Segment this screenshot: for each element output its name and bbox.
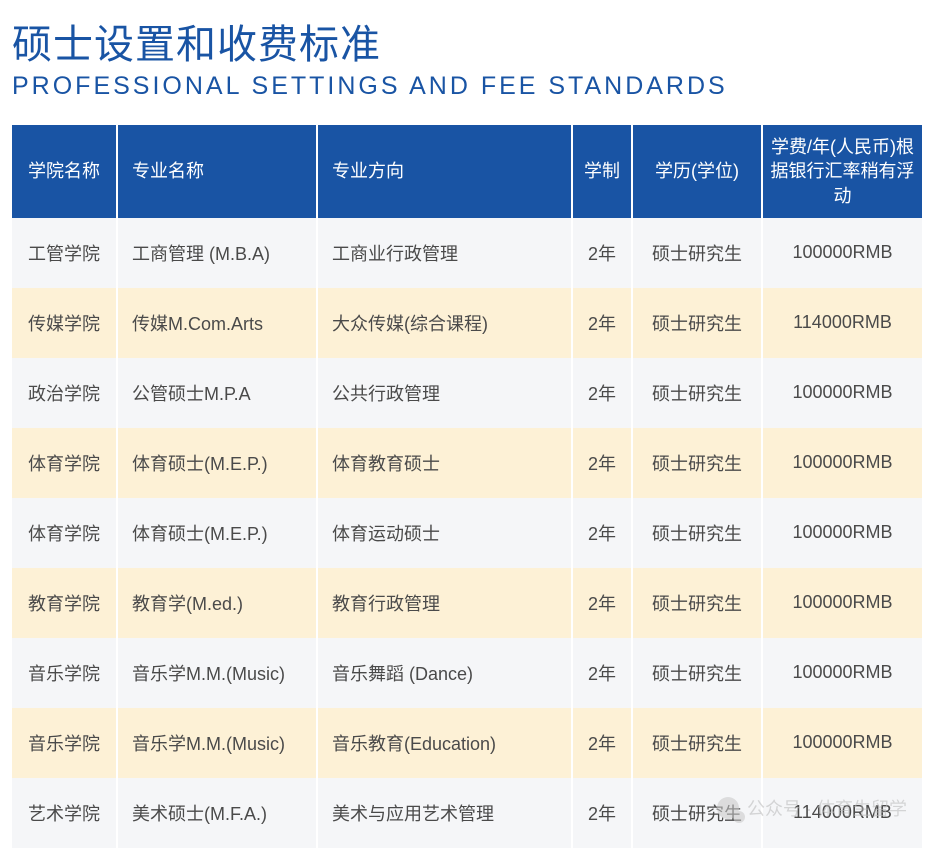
- table-cell: 工商业行政管理: [317, 218, 572, 288]
- watermark: 公众号 · 体育生留学: [717, 795, 907, 821]
- table-cell: 硕士研究生: [632, 288, 762, 358]
- table-cell: 体育教育硕士: [317, 428, 572, 498]
- table-cell: 音乐学院: [12, 638, 117, 708]
- table-cell: 工管学院: [12, 218, 117, 288]
- table-cell: 硕士研究生: [632, 498, 762, 568]
- table-cell: 硕士研究生: [632, 358, 762, 428]
- table-cell: 体育运动硕士: [317, 498, 572, 568]
- table-cell: 2年: [572, 638, 632, 708]
- page-title-cn: 硕士设置和收费标准: [12, 12, 925, 70]
- table-cell: 体育学院: [12, 498, 117, 568]
- table-cell: 教育学(M.ed.): [117, 568, 317, 638]
- table-cell: 100000RMB: [762, 708, 922, 778]
- table-cell: 硕士研究生: [632, 428, 762, 498]
- table-cell: 硕士研究生: [632, 638, 762, 708]
- table-cell: 2年: [572, 288, 632, 358]
- col-header-fee: 学费/年(人民币)根据银行汇率稍有浮动: [762, 125, 922, 218]
- table-cell: 体育硕士(M.E.P.): [117, 428, 317, 498]
- page-title-en: PROFESSIONAL SETTINGS AND FEE STANDARDS: [12, 72, 925, 101]
- table-cell: 教育学院: [12, 568, 117, 638]
- watermark-text: 公众号 · 体育生留学: [747, 795, 907, 821]
- table-cell: 政治学院: [12, 358, 117, 428]
- fee-table: 学院名称 专业名称 专业方向 学制 学历(学位) 学费/年(人民币)根据银行汇率…: [12, 125, 922, 848]
- table-row: 音乐学院音乐学M.M.(Music)音乐舞蹈 (Dance)2年硕士研究生100…: [12, 638, 922, 708]
- table-cell: 硕士研究生: [632, 568, 762, 638]
- table-cell: 硕士研究生: [632, 218, 762, 288]
- col-header-degree: 学历(学位): [632, 125, 762, 218]
- table-row: 传媒学院传媒M.Com.Arts大众传媒(综合课程)2年硕士研究生114000R…: [12, 288, 922, 358]
- col-header-major: 专业名称: [117, 125, 317, 218]
- table-row: 体育学院体育硕士(M.E.P.)体育教育硕士2年硕士研究生100000RMB: [12, 428, 922, 498]
- table-cell: 教育行政管理: [317, 568, 572, 638]
- table-cell: 音乐学院: [12, 708, 117, 778]
- table-cell: 114000RMB: [762, 288, 922, 358]
- table-cell: 2年: [572, 498, 632, 568]
- col-header-direction: 专业方向: [317, 125, 572, 218]
- table-cell: 大众传媒(综合课程): [317, 288, 572, 358]
- table-cell: 100000RMB: [762, 638, 922, 708]
- table-cell: 传媒学院: [12, 288, 117, 358]
- table-row: 教育学院教育学(M.ed.)教育行政管理2年硕士研究生100000RMB: [12, 568, 922, 638]
- wechat-icon: [717, 797, 739, 819]
- table-cell: 2年: [572, 428, 632, 498]
- col-header-school: 学院名称: [12, 125, 117, 218]
- table-cell: 公管硕士M.P.A: [117, 358, 317, 428]
- table-cell: 100000RMB: [762, 218, 922, 288]
- table-row: 体育学院体育硕士(M.E.P.)体育运动硕士2年硕士研究生100000RMB: [12, 498, 922, 568]
- table-body: 工管学院工商管理 (M.B.A)工商业行政管理2年硕士研究生100000RMB传…: [12, 218, 922, 848]
- table-cell: 音乐教育(Education): [317, 708, 572, 778]
- table-cell: 2年: [572, 778, 632, 848]
- table-cell: 传媒M.Com.Arts: [117, 288, 317, 358]
- table-cell: 艺术学院: [12, 778, 117, 848]
- table-cell: 硕士研究生: [632, 708, 762, 778]
- table-row: 音乐学院音乐学M.M.(Music)音乐教育(Education)2年硕士研究生…: [12, 708, 922, 778]
- table-cell: 2年: [572, 358, 632, 428]
- table-cell: 100000RMB: [762, 498, 922, 568]
- table-cell: 体育硕士(M.E.P.): [117, 498, 317, 568]
- table-cell: 美术与应用艺术管理: [317, 778, 572, 848]
- table-cell: 工商管理 (M.B.A): [117, 218, 317, 288]
- table-row: 政治学院公管硕士M.P.A公共行政管理2年硕士研究生100000RMB: [12, 358, 922, 428]
- table-cell: 2年: [572, 708, 632, 778]
- table-cell: 100000RMB: [762, 568, 922, 638]
- table-cell: 100000RMB: [762, 428, 922, 498]
- table-cell: 2年: [572, 218, 632, 288]
- table-cell: 100000RMB: [762, 358, 922, 428]
- table-cell: 体育学院: [12, 428, 117, 498]
- table-cell: 音乐学M.M.(Music): [117, 638, 317, 708]
- table-cell: 美术硕士(M.F.A.): [117, 778, 317, 848]
- table-row: 工管学院工商管理 (M.B.A)工商业行政管理2年硕士研究生100000RMB: [12, 218, 922, 288]
- table-header-row: 学院名称 专业名称 专业方向 学制 学历(学位) 学费/年(人民币)根据银行汇率…: [12, 125, 922, 218]
- col-header-duration: 学制: [572, 125, 632, 218]
- table-cell: 音乐舞蹈 (Dance): [317, 638, 572, 708]
- table-cell: 2年: [572, 568, 632, 638]
- table-cell: 公共行政管理: [317, 358, 572, 428]
- table-cell: 音乐学M.M.(Music): [117, 708, 317, 778]
